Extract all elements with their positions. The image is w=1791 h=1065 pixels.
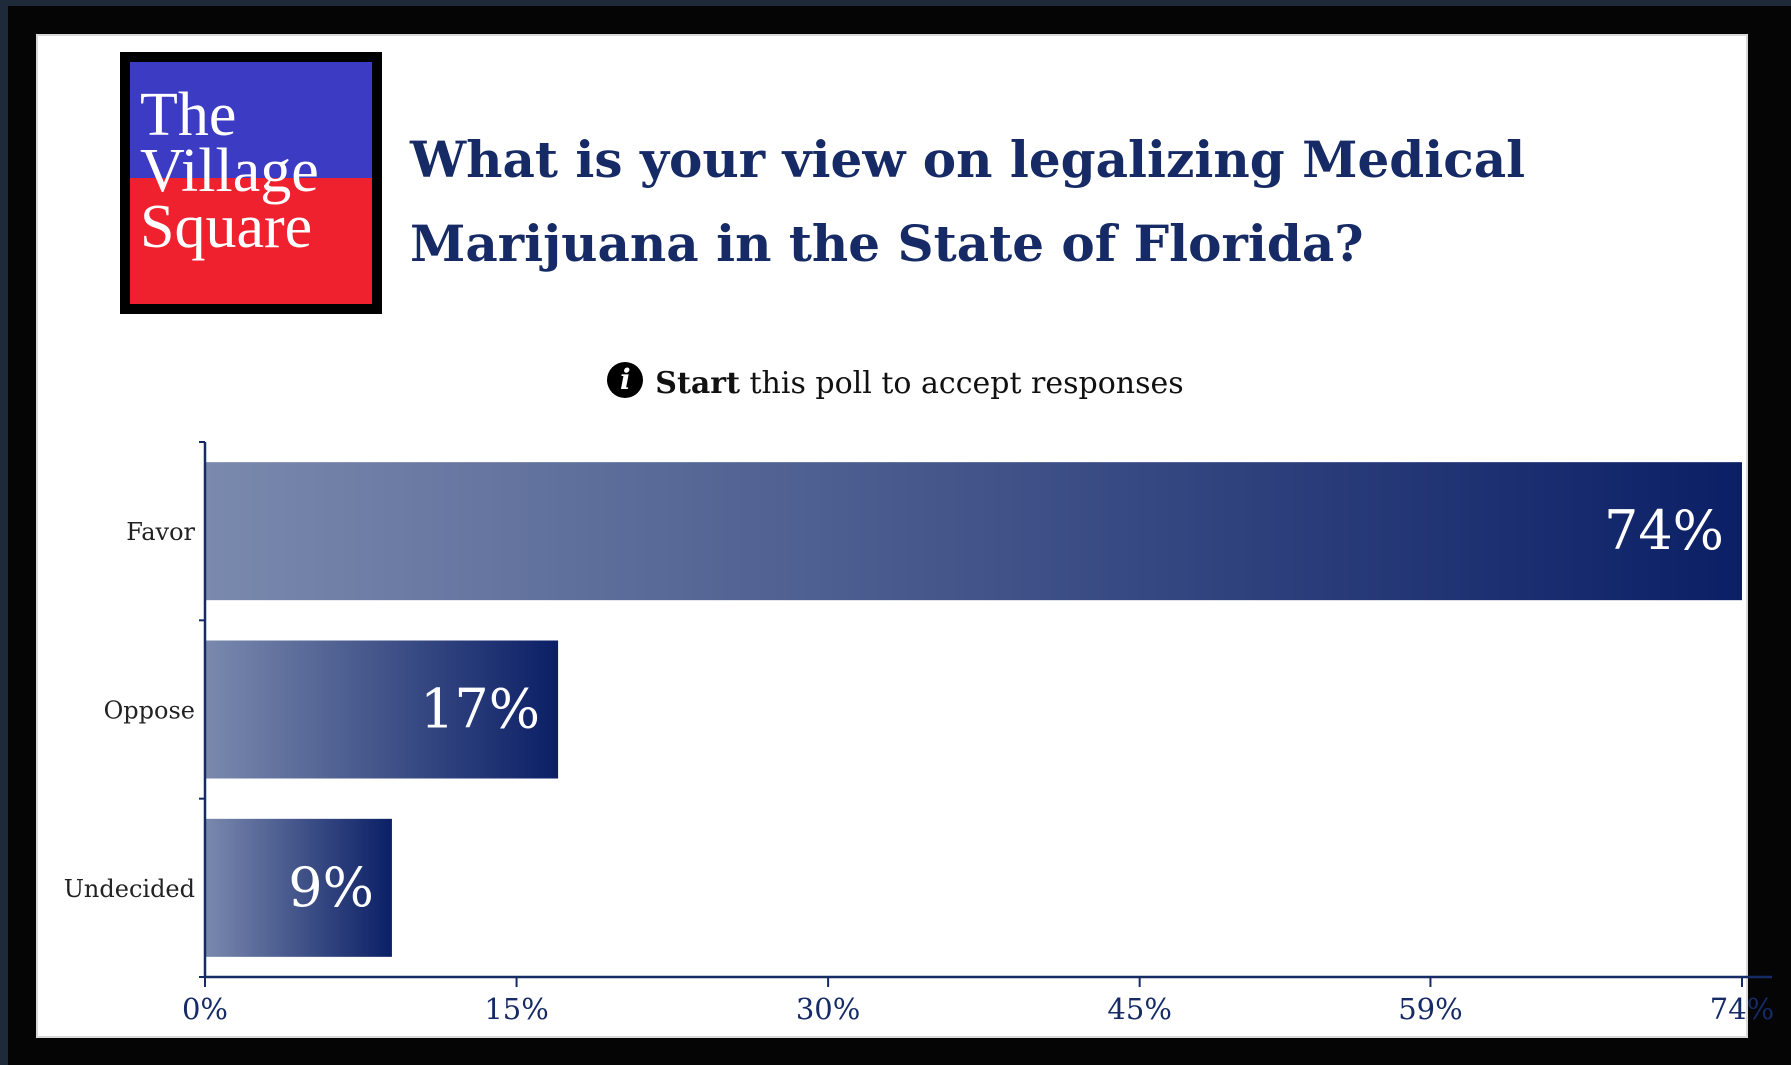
logo-text-line: The <box>140 81 237 149</box>
screen-edge-top <box>0 0 1791 6</box>
logo-inner: The Village Square <box>130 62 372 304</box>
village-square-logo: The Village Square <box>120 52 382 314</box>
bar-oppose <box>205 640 559 779</box>
start-poll-emphasis: Start <box>655 366 740 401</box>
x-tick-label: 0% <box>182 992 228 1026</box>
x-tick-label: 59% <box>1398 992 1462 1026</box>
category-label: Oppose <box>104 697 195 725</box>
logo-text-line: Square <box>140 193 313 261</box>
screen-edge-left <box>0 0 8 1065</box>
bar-favor <box>205 462 1742 601</box>
x-tick-label: 30% <box>796 992 860 1026</box>
logo-blue-block <box>130 62 372 179</box>
poll-status-notice: i Start this poll to accept responses <box>0 362 1791 401</box>
logo-text-line: Village <box>140 137 319 205</box>
bar-value-label: 74% <box>1604 499 1724 562</box>
poll-question-title: What is your view on legalizing Medical … <box>410 130 1526 273</box>
bar-undecided <box>205 818 392 957</box>
category-label: Undecided <box>64 875 195 903</box>
x-tick-label: 15% <box>484 992 548 1026</box>
x-tick-label: 74% <box>1710 992 1774 1026</box>
bar-value-label: 9% <box>288 856 374 919</box>
info-icon: i <box>607 362 644 398</box>
category-label: Favor <box>126 518 195 546</box>
x-tick-label: 45% <box>1107 992 1171 1026</box>
bar-value-label: 17% <box>420 678 540 741</box>
logo-red-block <box>130 178 372 304</box>
poll-status-text: this poll to accept responses <box>749 366 1184 401</box>
